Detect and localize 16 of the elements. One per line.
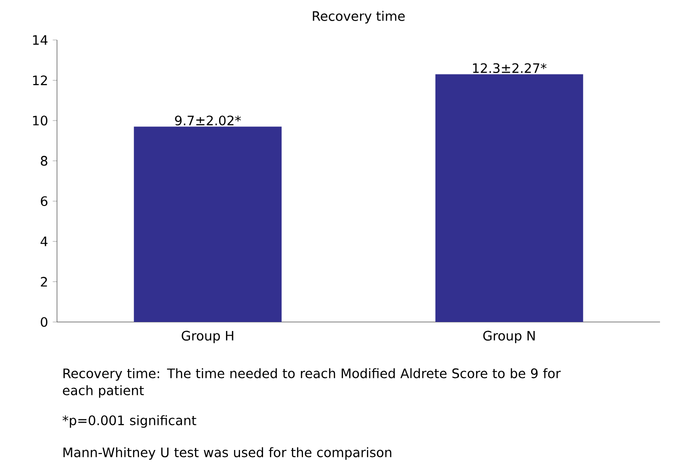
- y-tick-label: 2: [40, 276, 47, 287]
- data-label: 9.7±2.02*: [175, 116, 241, 126]
- y-tick-label: 8: [40, 156, 48, 166]
- x-tick-label: Group N: [483, 330, 535, 344]
- chart-title: Recovery time: [312, 10, 405, 24]
- y-tick-label: 12: [33, 75, 47, 86]
- y-tick-label: 10: [33, 116, 48, 126]
- text: Recovery time: The time needed to reach Modified Aldrete Score to be 9 for each patient: [62, 368, 561, 398]
- text: *p=0.001 significant: [62, 415, 196, 428]
- data-label: 12.3±2.27*: [473, 63, 546, 74]
- x-tick-label: Group H: [182, 330, 234, 344]
- y-tick-label: 0: [40, 317, 48, 327]
- y-tick-label: 14: [33, 35, 48, 45]
- y-tick-label: 6: [40, 196, 48, 206]
- y-tick-label: 4: [40, 236, 48, 246]
- text: Mann-Whitney U test was used for the comparison: [63, 447, 392, 460]
